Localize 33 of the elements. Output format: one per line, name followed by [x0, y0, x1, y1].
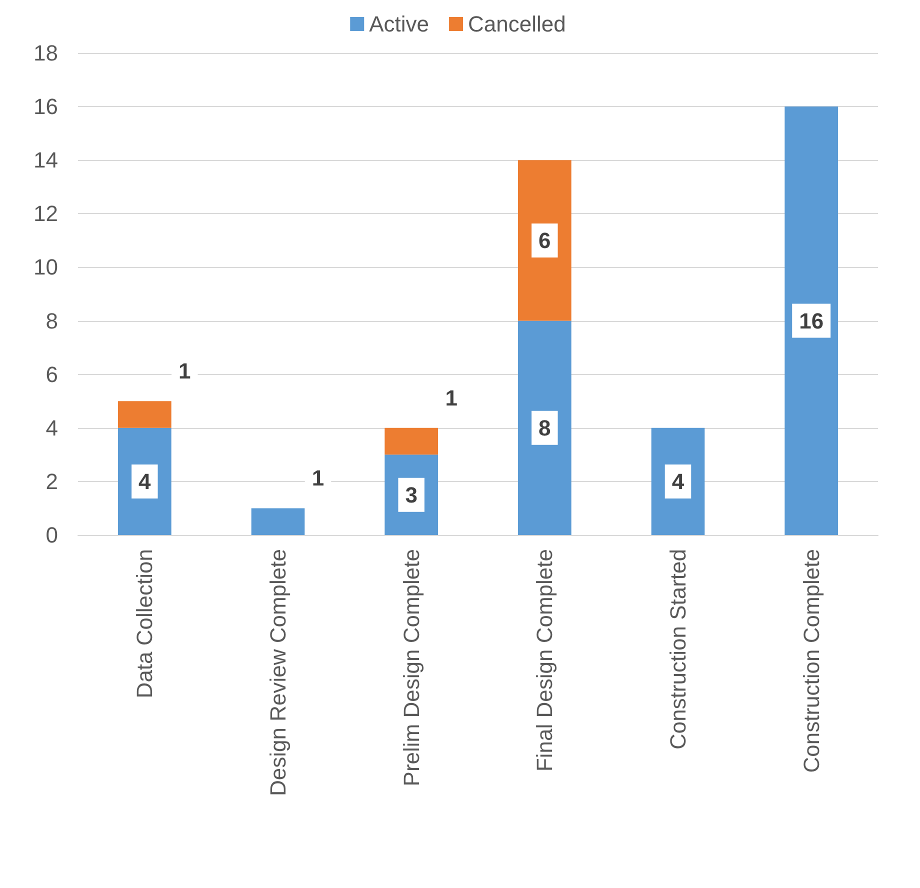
- bar: [518, 320, 572, 535]
- y-tick-label: 12: [34, 201, 58, 226]
- data-label: 8: [538, 415, 551, 440]
- bar: [784, 106, 838, 535]
- y-tick-label: 16: [34, 94, 58, 120]
- bar: [384, 428, 438, 455]
- data-label: 4: [672, 468, 685, 494]
- data-label: 16: [799, 308, 824, 334]
- x-tick-label: Design Review Complete: [266, 549, 290, 796]
- x-tick-label: Construction Started: [666, 549, 690, 750]
- x-tick-label: Data Collection: [132, 549, 158, 698]
- legend-label: Active: [369, 12, 430, 36]
- x-tick-label: Final Design Complete: [532, 549, 558, 772]
- bar: [251, 508, 305, 535]
- data-label: 6: [538, 228, 551, 253]
- x-tick-label: Prelim Design Complete: [398, 549, 424, 786]
- legend-label: Cancelled: [468, 12, 566, 36]
- y-tick-label: 14: [34, 148, 58, 173]
- y-tick-label: 10: [34, 254, 58, 280]
- data-label: 3: [405, 482, 418, 508]
- y-tick-label: 2: [46, 468, 58, 494]
- x-tick-label: Construction Complete: [798, 549, 824, 773]
- data-label: 1: [445, 385, 458, 410]
- bar: [518, 160, 572, 321]
- y-tick-label: 6: [46, 362, 58, 387]
- y-tick-label: 0: [46, 522, 58, 548]
- data-label: 1: [312, 466, 324, 491]
- data-label: 1: [178, 358, 191, 384]
- y-tick-label: 4: [46, 415, 58, 440]
- data-label: 4: [138, 468, 152, 494]
- bar: [118, 401, 172, 428]
- y-tick-label: 18: [34, 40, 58, 66]
- y-tick-label: 8: [46, 308, 58, 334]
